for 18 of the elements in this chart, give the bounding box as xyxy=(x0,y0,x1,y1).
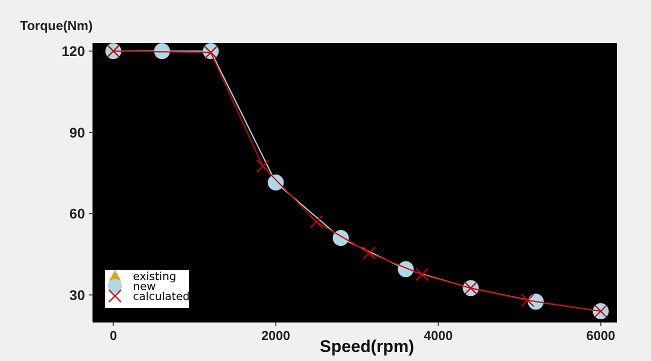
x-tick-label: 6000 xyxy=(586,328,616,343)
x-tick-label: 0 xyxy=(110,328,117,343)
point xyxy=(256,160,270,173)
point xyxy=(332,230,349,246)
y-tick-label: 120 xyxy=(62,43,86,60)
y-axis-title: Torque(Nm) xyxy=(20,18,93,33)
point xyxy=(398,261,414,278)
y-tick-label: 30 xyxy=(69,286,86,303)
x-axis-title: Speed(rpm) xyxy=(320,337,414,356)
x-tick-label: 2000 xyxy=(261,328,290,343)
point xyxy=(520,294,534,307)
point xyxy=(268,174,284,190)
point xyxy=(415,268,429,282)
point xyxy=(362,246,376,260)
x-tick-label: 4000 xyxy=(424,328,453,343)
point xyxy=(310,215,324,228)
y-tick-label: 60 xyxy=(69,206,86,222)
y-tick-label: 90 xyxy=(69,124,86,140)
